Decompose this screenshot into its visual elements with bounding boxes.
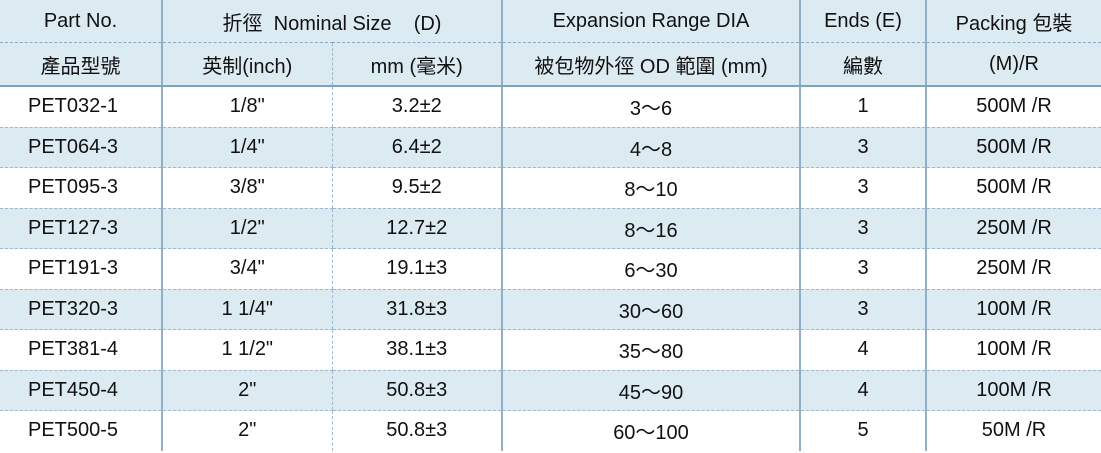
cell-ends: 1	[799, 86, 926, 128]
cell-mm: 12.7±2	[331, 208, 502, 249]
cell-packing: 250M /R	[925, 208, 1101, 249]
header-packing-zh: (M)/R	[925, 42, 1101, 87]
cell-mm: 31.8±3	[331, 289, 502, 330]
cell-ends: 4	[799, 329, 926, 371]
cell-part: PET320-3	[0, 289, 162, 330]
header-part-no-en: Part No.	[0, 0, 162, 43]
cell-part: PET450-4	[0, 370, 162, 411]
cell-part: PET095-3	[0, 167, 162, 209]
cell-inch: 2"	[161, 410, 332, 451]
header-row-1: Part No. 折徑 Nominal Size (D) Expansion R…	[0, 0, 1101, 43]
cell-mm: 38.1±3	[331, 329, 502, 371]
header-inch: 英制(inch)	[161, 42, 332, 87]
cell-packing: 100M /R	[925, 289, 1101, 330]
header-mm: mm (毫米)	[331, 42, 502, 87]
header-expansion-en: Expansion Range DIA	[501, 0, 800, 43]
cell-ends: 3	[799, 208, 926, 249]
header-nominal-size: 折徑 Nominal Size (D)	[161, 0, 502, 43]
header-part-no-zh: 產品型號	[0, 42, 162, 87]
cell-ends: 3	[799, 248, 926, 290]
cell-range: 60～100	[501, 410, 800, 451]
cell-packing: 100M /R	[925, 370, 1101, 411]
cell-packing: 500M /R	[925, 167, 1101, 209]
cell-mm: 50.8±3	[331, 410, 502, 451]
cell-packing: 250M /R	[925, 248, 1101, 290]
cell-ends: 3	[799, 127, 926, 168]
header-ends-zh: 編數	[799, 42, 926, 87]
table-row: PET381-4 1 1/2" 38.1±3 35～80 4 100M /R	[0, 329, 1101, 371]
table-row: PET500-5 2" 50.8±3 60～100 5 50M /R	[0, 410, 1101, 451]
header-row-2: 產品型號 英制(inch) mm (毫米) 被包物外徑 OD 範圍 (mm) 編…	[0, 42, 1101, 87]
header-ends-en: Ends (E)	[799, 0, 926, 43]
cell-range: 3～6	[501, 86, 800, 128]
cell-part: PET032-1	[0, 86, 162, 128]
cell-mm: 19.1±3	[331, 248, 502, 290]
cell-inch: 1/8"	[161, 86, 332, 128]
cell-ends: 3	[799, 167, 926, 209]
cell-range: 45～90	[501, 370, 800, 411]
table-row: PET450-4 2" 50.8±3 45～90 4 100M /R	[0, 370, 1101, 411]
cell-inch: 1 1/4"	[161, 289, 332, 330]
cell-part: PET191-3	[0, 248, 162, 290]
cell-ends: 3	[799, 289, 926, 330]
cell-range: 8～10	[501, 167, 800, 209]
cell-mm: 50.8±3	[331, 370, 502, 411]
cell-range: 30～60	[501, 289, 800, 330]
cell-mm: 3.2±2	[331, 86, 502, 128]
cell-part: PET500-5	[28, 419, 119, 442]
cell-mm: 6.4±2	[331, 127, 502, 168]
cell-inch: 1 1/2"	[161, 329, 332, 371]
cell-inch: 1/4"	[161, 127, 332, 168]
cell-packing: 50M /R	[925, 410, 1101, 451]
table-row: PET127-3 1/2" 12.7±2 8～16 3 250M /R	[0, 208, 1101, 249]
table-row: PET032-1 1/8" 3.2±2 3～6 1 500M /R	[0, 86, 1101, 128]
cell-part: PET064-3	[0, 127, 162, 168]
table-row: PET095-3 3/8" 9.5±2 8～10 3 500M /R	[0, 167, 1101, 209]
cell-inch: 3/4"	[161, 248, 332, 290]
cell-packing: 500M /R	[925, 86, 1101, 128]
cell-range: 6～30	[501, 248, 800, 290]
cell-mm: 9.5±2	[331, 167, 502, 209]
cell-range: 35～80	[501, 329, 800, 371]
cell-range: 4～8	[501, 127, 800, 168]
cell-inch: 3/8"	[161, 167, 332, 209]
cell-part: PET381-4	[0, 329, 162, 371]
cell-ends: 4	[799, 370, 926, 411]
cell-ends: 5	[799, 410, 926, 451]
cell-part: PET127-3	[0, 208, 162, 249]
table-row: PET320-3 1 1/4" 31.8±3 30～60 3 100M /R	[0, 289, 1101, 330]
header-packing-en: Packing 包裝	[925, 0, 1101, 43]
table-row: PET191-3 3/4" 19.1±3 6～30 3 250M /R	[0, 248, 1101, 290]
cell-inch: 1/2"	[161, 208, 332, 249]
table-row: PET064-3 1/4" 6.4±2 4～8 3 500M /R	[0, 127, 1101, 168]
cell-inch: 2"	[161, 370, 332, 411]
cell-range: 8～16	[501, 208, 800, 249]
cell-packing: 500M /R	[925, 127, 1101, 168]
cell-packing: 100M /R	[925, 329, 1101, 371]
header-expansion-zh: 被包物外徑 OD 範圍 (mm)	[501, 42, 800, 87]
